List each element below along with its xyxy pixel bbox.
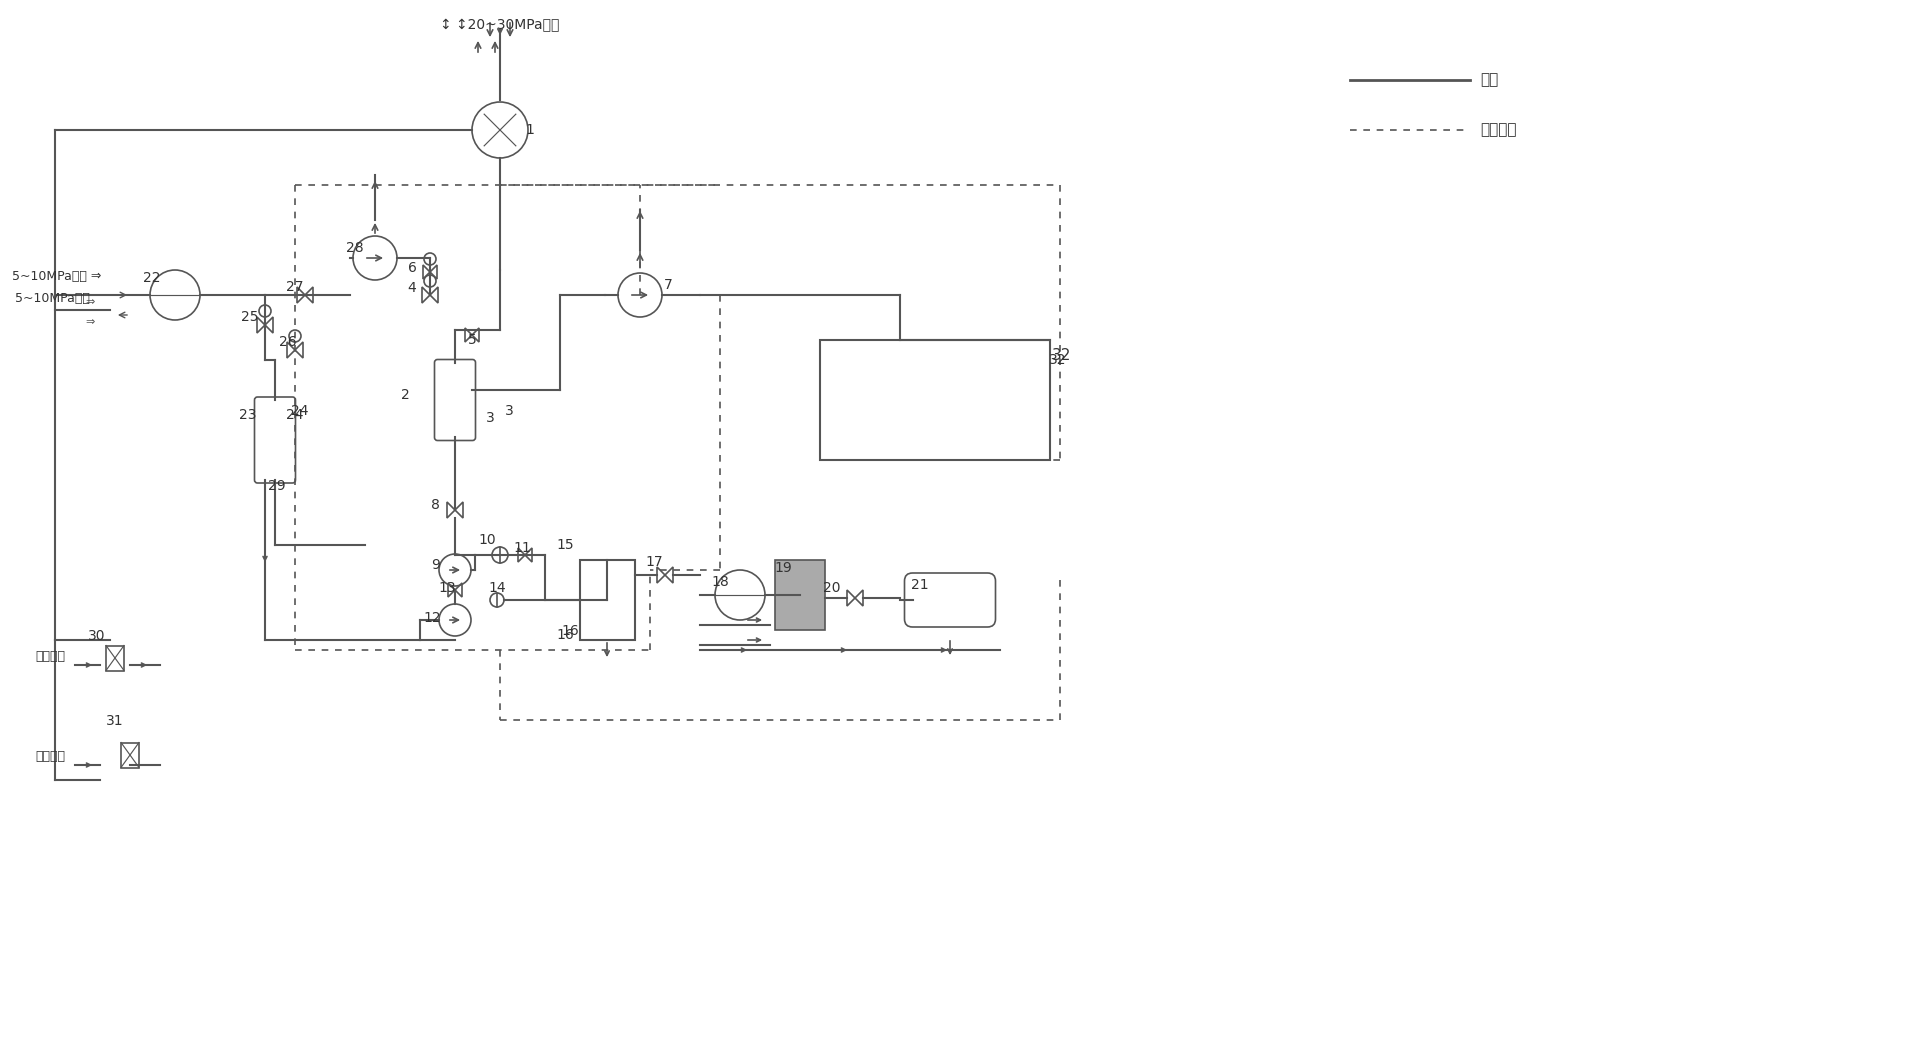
Text: 11: 11 xyxy=(513,541,530,555)
Text: 22: 22 xyxy=(143,271,160,285)
Text: 19: 19 xyxy=(774,561,791,575)
Bar xyxy=(774,560,824,630)
Text: 5~10MPa蒸汽: 5~10MPa蒸汽 xyxy=(15,291,90,304)
Text: 14: 14 xyxy=(488,581,505,595)
Text: 32: 32 xyxy=(1049,353,1066,367)
Text: 28: 28 xyxy=(345,241,364,255)
Text: 1: 1 xyxy=(524,123,534,137)
Text: 13: 13 xyxy=(439,581,456,595)
Text: 21: 21 xyxy=(912,578,929,592)
Text: 20: 20 xyxy=(822,581,841,595)
Text: 3: 3 xyxy=(505,404,513,418)
Text: 24: 24 xyxy=(286,408,303,422)
Text: 3: 3 xyxy=(486,411,494,425)
Text: 2: 2 xyxy=(400,388,410,402)
Text: ⇒: ⇒ xyxy=(86,297,95,307)
Text: ↕ ↕20~30MPa蒸汽: ↕ ↕20~30MPa蒸汽 xyxy=(441,18,559,32)
Text: 26: 26 xyxy=(278,335,297,349)
Bar xyxy=(820,340,1049,460)
Text: ⇒: ⇒ xyxy=(86,317,95,327)
Text: 25: 25 xyxy=(240,310,259,324)
Text: 10: 10 xyxy=(479,533,496,547)
Text: 管线: 管线 xyxy=(1480,73,1497,87)
Text: 31: 31 xyxy=(107,714,124,728)
Text: 5: 5 xyxy=(467,333,477,347)
Bar xyxy=(120,743,139,768)
Text: 16: 16 xyxy=(561,624,578,638)
Text: 工艺介质: 工艺介质 xyxy=(34,750,65,763)
Text: 工艺介质: 工艺介质 xyxy=(34,650,65,663)
Text: 15: 15 xyxy=(557,538,574,552)
Text: 9: 9 xyxy=(431,558,441,572)
Text: 控制线路: 控制线路 xyxy=(1480,122,1516,138)
Text: 16: 16 xyxy=(555,628,574,642)
Text: 12: 12 xyxy=(423,611,441,625)
Bar xyxy=(580,560,635,640)
Text: 23: 23 xyxy=(238,408,257,422)
Text: 5~10MPa蒸汽 ⇒: 5~10MPa蒸汽 ⇒ xyxy=(11,270,101,283)
Text: 30: 30 xyxy=(88,629,105,643)
Text: 6: 6 xyxy=(408,261,416,275)
Bar xyxy=(107,646,124,670)
Text: 24: 24 xyxy=(292,404,309,418)
Text: 29: 29 xyxy=(267,479,286,493)
Text: 17: 17 xyxy=(645,555,662,569)
Text: 8: 8 xyxy=(431,498,439,512)
Text: 32: 32 xyxy=(1051,348,1072,363)
Text: 18: 18 xyxy=(711,575,728,589)
Text: 27: 27 xyxy=(286,280,303,294)
Text: 7: 7 xyxy=(664,278,671,292)
Text: 4: 4 xyxy=(408,281,416,295)
